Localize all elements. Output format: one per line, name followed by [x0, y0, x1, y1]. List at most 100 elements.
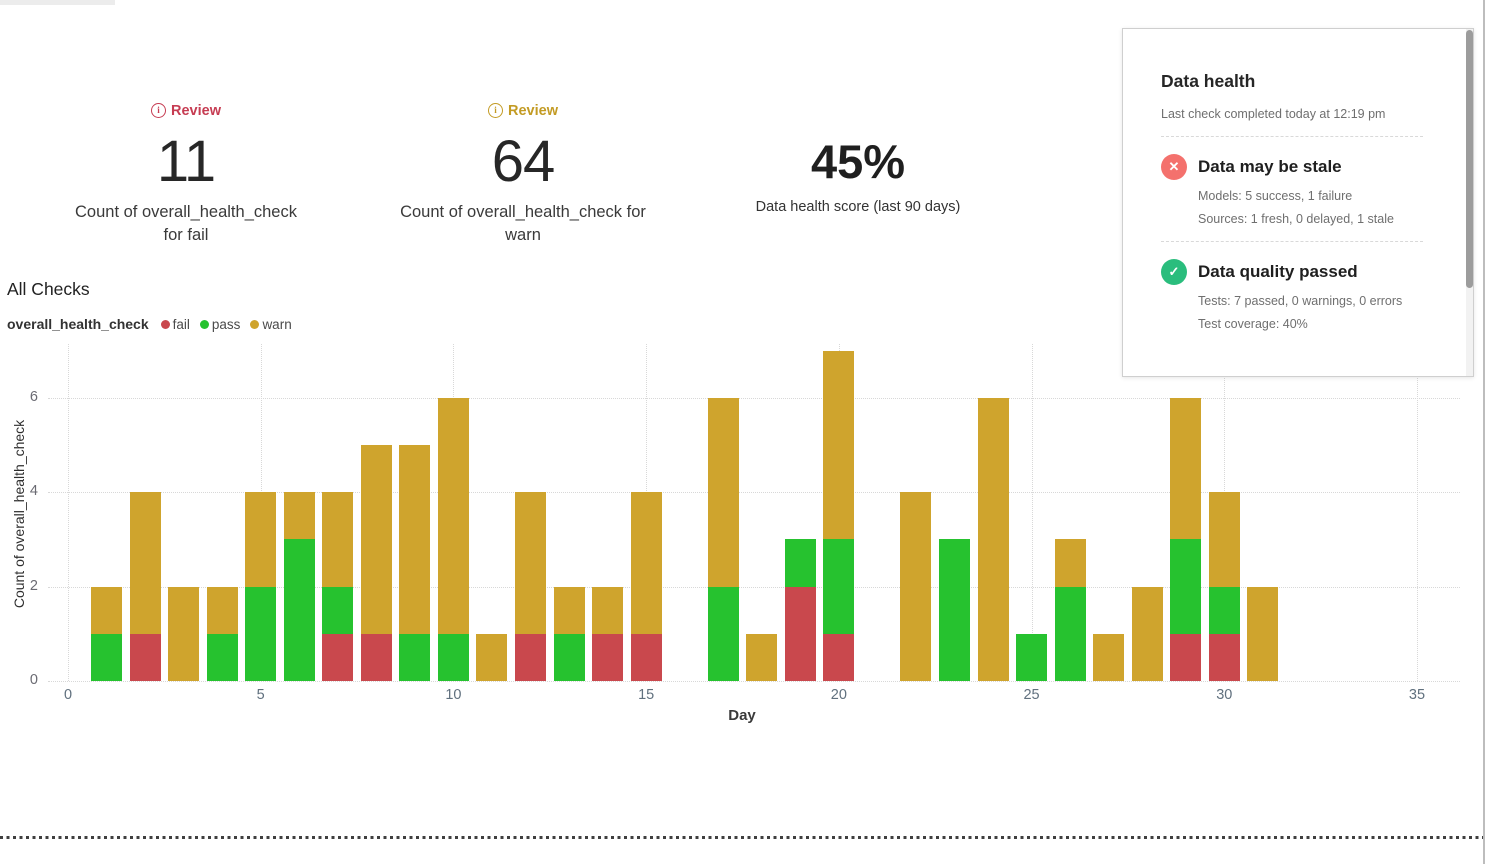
page-right-border — [1483, 0, 1485, 864]
y-tick-label: 6 — [29, 388, 38, 405]
bar-segment-pass-day-17[interactable] — [707, 586, 739, 681]
bar-segment-fail-day-2[interactable] — [129, 633, 161, 681]
y-tick-label: 4 — [29, 483, 38, 500]
x-tick-label: 5 — [256, 687, 265, 703]
gridline-vertical — [1417, 344, 1418, 681]
bar-segment-warn-day-27[interactable] — [1093, 633, 1125, 681]
bar-segment-pass-day-5[interactable] — [245, 586, 277, 681]
panel-item-detail: Sources: 1 fresh, 0 delayed, 1 stale — [1198, 212, 1394, 226]
bar-segment-fail-day-7[interactable] — [322, 633, 354, 681]
bar-segment-fail-day-15[interactable] — [630, 633, 662, 681]
bar-segment-pass-day-30[interactable] — [1208, 586, 1240, 634]
bar-segment-fail-day-12[interactable] — [515, 633, 547, 681]
bar-segment-warn-day-13[interactable] — [553, 586, 585, 634]
kpi-caption-line: Count of overall_health_check for — [400, 202, 646, 221]
bar-segment-warn-day-1[interactable] — [91, 586, 123, 634]
bar-segment-warn-day-14[interactable] — [592, 586, 624, 634]
bar-segment-warn-day-18[interactable] — [746, 633, 778, 681]
scrollbar-thumb[interactable] — [1466, 30, 1473, 288]
bar-segment-warn-day-8[interactable] — [360, 445, 392, 634]
review-badge-warn[interactable]: Review — [488, 101, 558, 121]
bar-segment-pass-day-23[interactable] — [938, 539, 970, 681]
info-icon — [488, 103, 503, 118]
data-health-panel-content: Data health Last check completed today a… — [1123, 29, 1473, 331]
bar-segment-pass-day-25[interactable] — [1016, 633, 1048, 681]
kpi-fail-count: Review 11 Count of overall_health_check … — [33, 100, 339, 248]
panel-item-detail: Models: 5 success, 1 failure — [1198, 189, 1353, 203]
bar-segment-warn-day-26[interactable] — [1054, 539, 1086, 587]
pass-dot-icon — [199, 319, 209, 329]
bar-segment-fail-day-19[interactable] — [784, 586, 816, 681]
bar-segment-warn-day-28[interactable] — [1131, 586, 1163, 681]
chart-legend: overall_health_check fail pass warn — [7, 316, 302, 332]
legend-item-warn[interactable]: warn — [250, 316, 292, 332]
kpi-value-health-score: 45% — [810, 135, 906, 188]
kpi-caption-line: warn — [505, 226, 541, 245]
legend-item-pass[interactable]: pass — [199, 317, 240, 332]
legend-item-label: warn — [262, 316, 292, 332]
bar-segment-warn-day-7[interactable] — [322, 492, 354, 587]
bar-segment-warn-day-3[interactable] — [168, 586, 200, 681]
panel-item-title: Data quality passed — [1198, 262, 1358, 281]
kpi-caption-warn: Count of overall_health_check for warn — [370, 201, 676, 249]
warn-dot-icon — [250, 319, 260, 329]
scrollbar-track[interactable] — [1466, 29, 1473, 376]
gridline-horizontal — [48, 397, 1460, 399]
bar-segment-fail-day-30[interactable] — [1208, 633, 1240, 681]
bar-segment-warn-day-22[interactable] — [900, 492, 932, 681]
panel-last-check-text: Last check completed today at 12:19 pm — [1161, 107, 1386, 121]
bar-segment-pass-day-26[interactable] — [1054, 586, 1086, 681]
y-tick-label: 0 — [29, 672, 38, 688]
bar-segment-warn-day-20[interactable] — [823, 350, 855, 540]
bar-segment-fail-day-8[interactable] — [360, 633, 392, 681]
bar-segment-warn-day-10[interactable] — [437, 397, 469, 634]
bar-segment-pass-day-9[interactable] — [399, 633, 431, 681]
dashed-divider — [1161, 241, 1423, 242]
review-badge-label: Review — [171, 102, 221, 119]
bar-segment-pass-day-6[interactable] — [283, 539, 315, 681]
bar-segment-pass-day-10[interactable] — [437, 633, 469, 681]
bar-segment-fail-day-14[interactable] — [592, 633, 624, 681]
bar-segment-warn-day-6[interactable] — [283, 492, 315, 540]
bar-segment-pass-day-29[interactable] — [1170, 539, 1202, 634]
kpi-value-fail: 11 — [156, 128, 216, 194]
bar-segment-fail-day-29[interactable] — [1170, 633, 1202, 681]
kpi-caption-fail: Count of overall_health_check for fail — [33, 201, 339, 249]
bar-segment-fail-day-20[interactable] — [823, 633, 855, 681]
bar-segment-warn-day-17[interactable] — [707, 397, 739, 587]
check-circle-icon — [1161, 259, 1187, 285]
kpi-caption-line: for fail — [163, 226, 209, 245]
bar-segment-warn-day-31[interactable] — [1247, 586, 1279, 681]
bar-segment-warn-day-9[interactable] — [399, 445, 431, 634]
x-tick-label: 35 — [1408, 687, 1426, 703]
panel-item-body: Data quality passed Tests: 7 passed, 0 w… — [1198, 259, 1402, 331]
bar-segment-warn-day-24[interactable] — [977, 397, 1009, 681]
bar-segment-warn-day-30[interactable] — [1208, 492, 1240, 587]
panel-title: Data health — [1161, 71, 1256, 91]
legend-item-label: fail — [172, 316, 190, 332]
bar-segment-pass-day-4[interactable] — [206, 633, 238, 681]
bar-segment-pass-day-1[interactable] — [91, 633, 123, 681]
review-badge-label: Review — [508, 102, 558, 119]
x-tick-label: 0 — [63, 687, 73, 703]
bar-segment-warn-day-29[interactable] — [1170, 397, 1202, 540]
bar-segment-pass-day-19[interactable] — [784, 539, 816, 587]
kpi-warn-count: Review 64 Count of overall_health_check … — [370, 100, 676, 248]
bar-segment-warn-day-15[interactable] — [630, 492, 662, 634]
panel-item-quality: Data quality passed Tests: 7 passed, 0 w… — [1161, 259, 1423, 331]
bar-segment-warn-day-5[interactable] — [245, 492, 277, 587]
bar-segment-warn-day-4[interactable] — [206, 586, 238, 634]
x-tick-label: 25 — [1023, 687, 1040, 703]
bar-segment-pass-day-20[interactable] — [823, 539, 855, 634]
gridline-horizontal — [48, 492, 1460, 494]
bar-segment-pass-day-7[interactable] — [322, 586, 354, 634]
legend-item-fail[interactable]: fail — [160, 316, 190, 332]
bar-segment-pass-day-13[interactable] — [553, 633, 585, 681]
bar-segment-warn-day-11[interactable] — [476, 633, 508, 681]
bar-segment-warn-day-12[interactable] — [515, 492, 547, 634]
gridline-vertical — [68, 344, 69, 681]
x-tick-label: 30 — [1216, 687, 1233, 703]
bar-segment-warn-day-2[interactable] — [129, 492, 161, 634]
review-badge-fail[interactable]: Review — [151, 101, 221, 121]
